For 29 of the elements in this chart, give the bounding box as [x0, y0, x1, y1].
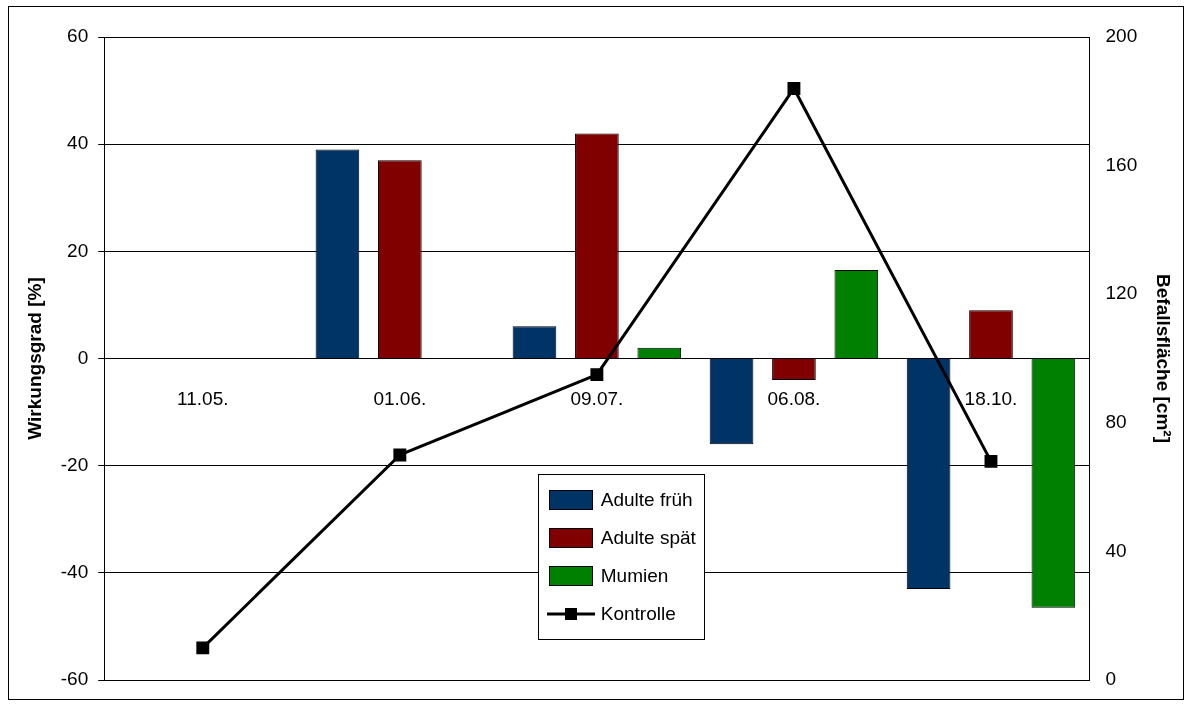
point [590, 368, 604, 382]
y2-tick-label: 80 [1105, 411, 1127, 433]
y-tick-label: -20 [60, 453, 89, 475]
y2-axis-title: Befallsfläche [cm²] [1153, 274, 1175, 443]
y2-tick-label: 120 [1105, 282, 1138, 304]
x-tick-label: 01.06. [373, 388, 427, 410]
point [393, 448, 407, 462]
y2-tick-label: 160 [1105, 153, 1138, 175]
y2-tick-label: 40 [1105, 539, 1127, 561]
y-tick-label: 20 [67, 239, 89, 261]
y-tick-label: 0 [77, 346, 89, 368]
x-tick-label: 11.05. [177, 388, 229, 410]
y2-tick-label: 200 [1105, 25, 1138, 47]
point [196, 641, 210, 655]
legend-label: Adulte früh [600, 489, 693, 512]
point [984, 454, 998, 468]
y-tick-label: -60 [60, 668, 89, 690]
point [787, 81, 801, 95]
y-axis-title: Wirkungsgrad [%] [23, 277, 45, 440]
y-tick-label: 40 [67, 132, 89, 154]
x-tick-label: 09.07. [570, 388, 624, 410]
legend-label: Adulte spät [600, 527, 696, 550]
legend-label: Mumien [600, 565, 669, 588]
x-tick-label: 06.08. [767, 388, 821, 410]
x-tick-label: 18.10. [964, 388, 1018, 410]
y2-tick-label: 0 [1105, 668, 1117, 690]
y-tick-label: -40 [60, 561, 89, 583]
legend-label: Kontrolle [600, 603, 676, 626]
y-tick-label: 60 [67, 25, 89, 47]
